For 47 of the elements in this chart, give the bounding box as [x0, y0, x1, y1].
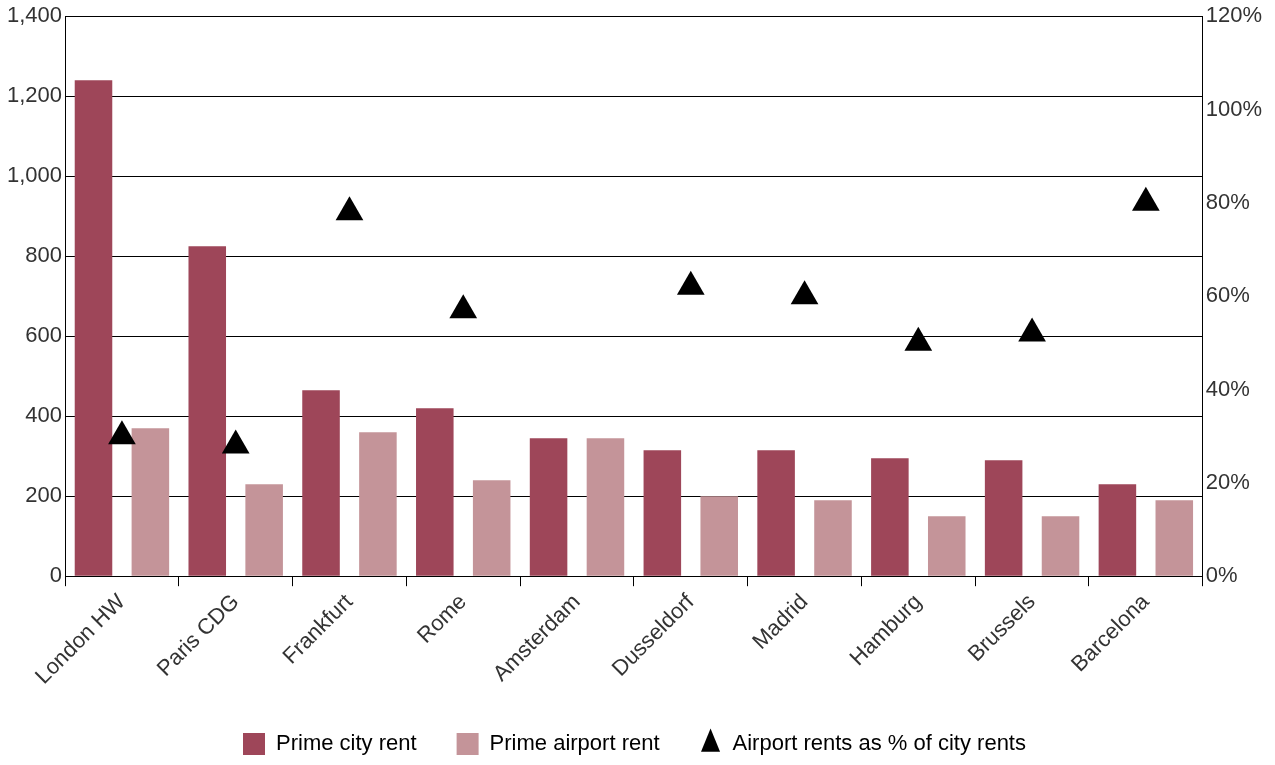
point: [676, 270, 705, 295]
point: [904, 326, 933, 351]
y2-tick-label: 0%: [1205, 562, 1238, 588]
y-tick-label: 600: [25, 322, 63, 348]
bar: [586, 438, 625, 576]
bar: [529, 438, 568, 576]
y2-tick-label: 40%: [1205, 375, 1250, 401]
point: [221, 429, 250, 454]
y-tick-label: 200: [25, 482, 63, 508]
y-tick-label: 1,000: [6, 162, 63, 188]
y-tick-label: 800: [25, 242, 63, 268]
bar: [1041, 516, 1080, 576]
bar: [472, 480, 511, 576]
y2-tick-label: 100%: [1205, 95, 1263, 121]
bar: [984, 460, 1023, 576]
bar: [131, 428, 170, 576]
bar: [416, 408, 454, 576]
point: [449, 294, 478, 319]
y2-tick-label: 20%: [1205, 468, 1250, 494]
bar: [700, 496, 738, 576]
legend-label: Prime airport rent: [489, 730, 660, 756]
y2-tick-label: 60%: [1205, 282, 1250, 308]
bar: [1155, 500, 1194, 576]
point: [1131, 186, 1160, 211]
legend-label: Prime city rent: [276, 730, 417, 756]
y-tick-label: 1,200: [6, 82, 63, 108]
bar: [814, 500, 852, 576]
bar: [245, 484, 283, 576]
bar: [359, 432, 397, 576]
y-tick-label: 0: [49, 562, 63, 588]
y-tick-label: 400: [25, 402, 63, 428]
point: [335, 196, 364, 221]
bar: [927, 516, 966, 576]
bar: [188, 246, 227, 576]
bar: [871, 458, 909, 576]
bar: [643, 450, 682, 576]
y-tick-label: 1,400: [6, 2, 63, 28]
bar: [74, 80, 113, 576]
point: [1018, 317, 1046, 342]
point: [790, 280, 819, 305]
bar: [1098, 484, 1137, 576]
y2-tick-label: 80%: [1205, 188, 1250, 214]
bar: [302, 390, 340, 576]
y2-tick-label: 120%: [1205, 2, 1263, 28]
bar: [757, 450, 795, 576]
legend-label: Airport rents as % of city rents: [732, 730, 1026, 756]
point: [108, 420, 136, 445]
